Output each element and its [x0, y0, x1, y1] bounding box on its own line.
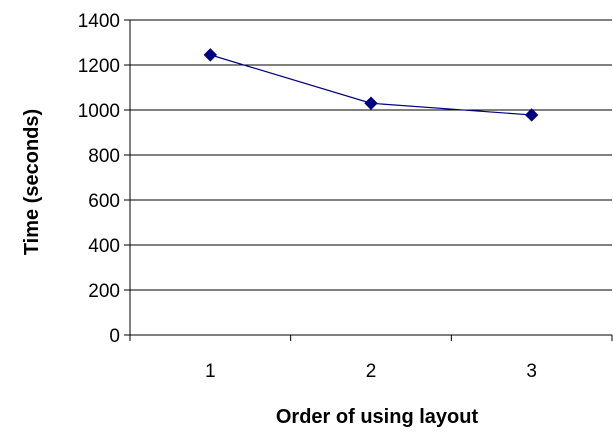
- y-tick-label: 400: [88, 236, 120, 257]
- x-tick-label: 1: [205, 361, 216, 382]
- y-tick-label: 600: [88, 191, 120, 212]
- y-tick-label: 1000: [78, 101, 120, 122]
- gridlines: [124, 19, 612, 336]
- x-tick-label: 3: [526, 361, 537, 382]
- data-point-marker: [203, 48, 218, 62]
- x-axis-title: Order of using layout: [276, 406, 479, 428]
- x-tick-labels: 1 2 3: [205, 361, 537, 382]
- y-tick-label: 0: [109, 326, 120, 347]
- series-layer: [203, 48, 539, 122]
- y-tick-label: 1400: [78, 11, 120, 32]
- y-tick-label: 800: [88, 146, 120, 167]
- y-tick-label: 200: [88, 281, 120, 302]
- data-point-marker: [364, 96, 378, 110]
- data-point-marker: [524, 108, 539, 122]
- y-axis-title: Time (seconds): [21, 109, 43, 255]
- x-tick-label: 2: [366, 361, 377, 382]
- y-tick-labels: 0 200 400 600 800 1000 1200 1400: [78, 11, 120, 347]
- x-ticks: [129, 335, 613, 341]
- y-tick-label: 1200: [78, 56, 120, 77]
